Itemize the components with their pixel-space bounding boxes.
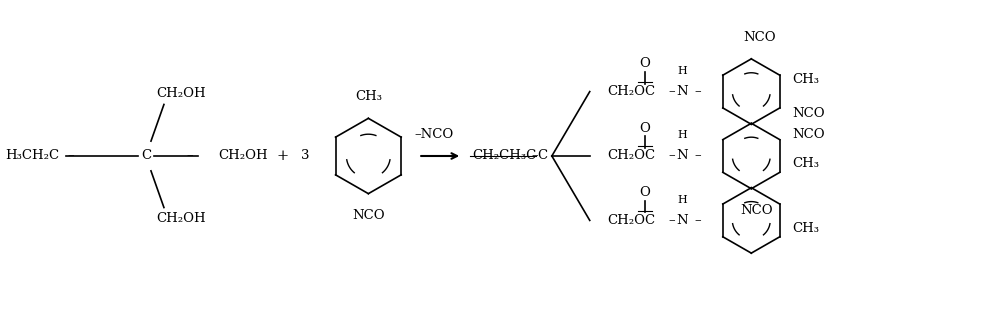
- Text: N: N: [677, 85, 688, 98]
- Text: NCO: NCO: [740, 204, 773, 217]
- Text: O: O: [639, 122, 650, 135]
- Text: N: N: [677, 150, 688, 162]
- Text: CH₂OH: CH₂OH: [218, 150, 267, 162]
- Text: CH₂OH: CH₂OH: [156, 212, 206, 225]
- Text: H₃CH₂C: H₃CH₂C: [5, 150, 60, 162]
- Text: H: H: [678, 66, 687, 76]
- Text: CH₂OC: CH₂OC: [608, 85, 656, 98]
- Text: –: –: [694, 150, 701, 162]
- Text: CH₂OC: CH₂OC: [608, 214, 656, 227]
- Text: –: –: [668, 150, 675, 162]
- Text: CH₃: CH₃: [355, 90, 382, 103]
- Text: CH₂OC: CH₂OC: [608, 150, 656, 162]
- Text: –: –: [694, 85, 701, 98]
- Text: –: –: [68, 150, 75, 162]
- Text: –: –: [694, 214, 701, 227]
- Text: –NCO: –NCO: [414, 128, 453, 141]
- Text: CH₃: CH₃: [792, 73, 819, 86]
- Text: –: –: [668, 85, 675, 98]
- Text: C: C: [141, 150, 151, 162]
- Text: NCO: NCO: [792, 107, 825, 120]
- Text: CH₂OH: CH₂OH: [156, 87, 206, 100]
- Text: –: –: [668, 214, 675, 227]
- Text: NCO: NCO: [792, 128, 825, 141]
- Text: –: –: [187, 150, 193, 162]
- Text: CH₂CH₃C: CH₂CH₃C: [472, 150, 536, 162]
- Text: NCO: NCO: [352, 209, 385, 222]
- Text: CH₃: CH₃: [792, 157, 819, 170]
- Text: N: N: [677, 214, 688, 227]
- Text: C: C: [537, 150, 547, 162]
- Text: O: O: [639, 57, 650, 70]
- Text: CH₃: CH₃: [792, 222, 819, 235]
- Text: –: –: [532, 150, 538, 162]
- Text: +: +: [277, 149, 289, 163]
- Text: H: H: [678, 130, 687, 140]
- Text: O: O: [639, 186, 650, 199]
- Text: H: H: [678, 195, 687, 205]
- Text: 3: 3: [301, 150, 310, 162]
- Text: NCO: NCO: [743, 30, 776, 44]
